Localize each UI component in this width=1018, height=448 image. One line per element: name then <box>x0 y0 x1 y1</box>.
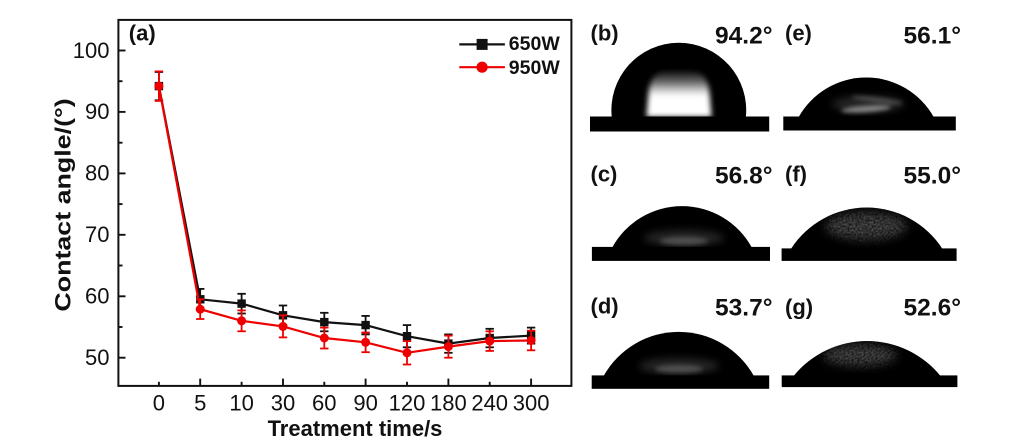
svg-text:55.0°: 55.0° <box>904 162 961 189</box>
svg-text:650W: 650W <box>509 33 561 55</box>
svg-text:60: 60 <box>85 284 109 309</box>
svg-text:60: 60 <box>312 391 336 416</box>
svg-text:10: 10 <box>229 391 253 416</box>
svg-text:50: 50 <box>85 345 109 370</box>
svg-text:5: 5 <box>194 391 206 416</box>
svg-text:52.6°: 52.6° <box>904 295 961 322</box>
svg-text:300: 300 <box>513 391 550 416</box>
svg-text:180: 180 <box>430 391 467 416</box>
svg-text:(f): (f) <box>785 161 807 186</box>
svg-text:Contact angle/(°): Contact angle/(°) <box>52 98 76 311</box>
svg-text:56.1°: 56.1° <box>904 23 961 50</box>
svg-text:950W: 950W <box>509 57 561 79</box>
svg-text:(e): (e) <box>785 20 812 45</box>
svg-text:Treatment time/s: Treatment time/s <box>268 416 443 441</box>
svg-text:30: 30 <box>271 391 295 416</box>
svg-text:90: 90 <box>85 99 109 124</box>
svg-text:240: 240 <box>471 391 508 416</box>
svg-text:100: 100 <box>73 38 110 63</box>
svg-text:70: 70 <box>85 222 109 247</box>
svg-text:(d): (d) <box>591 294 619 319</box>
svg-text:80: 80 <box>85 161 109 186</box>
svg-text:56.8°: 56.8° <box>715 162 772 189</box>
svg-text:(a): (a) <box>129 21 156 46</box>
svg-text:(g): (g) <box>785 295 813 320</box>
svg-text:120: 120 <box>389 391 426 416</box>
svg-text:53.7°: 53.7° <box>715 295 772 322</box>
svg-text:94.2°: 94.2° <box>715 23 772 50</box>
svg-text:(c): (c) <box>591 161 618 186</box>
svg-text:0: 0 <box>153 391 165 416</box>
svg-text:(b): (b) <box>591 20 619 45</box>
svg-text:90: 90 <box>353 391 377 416</box>
